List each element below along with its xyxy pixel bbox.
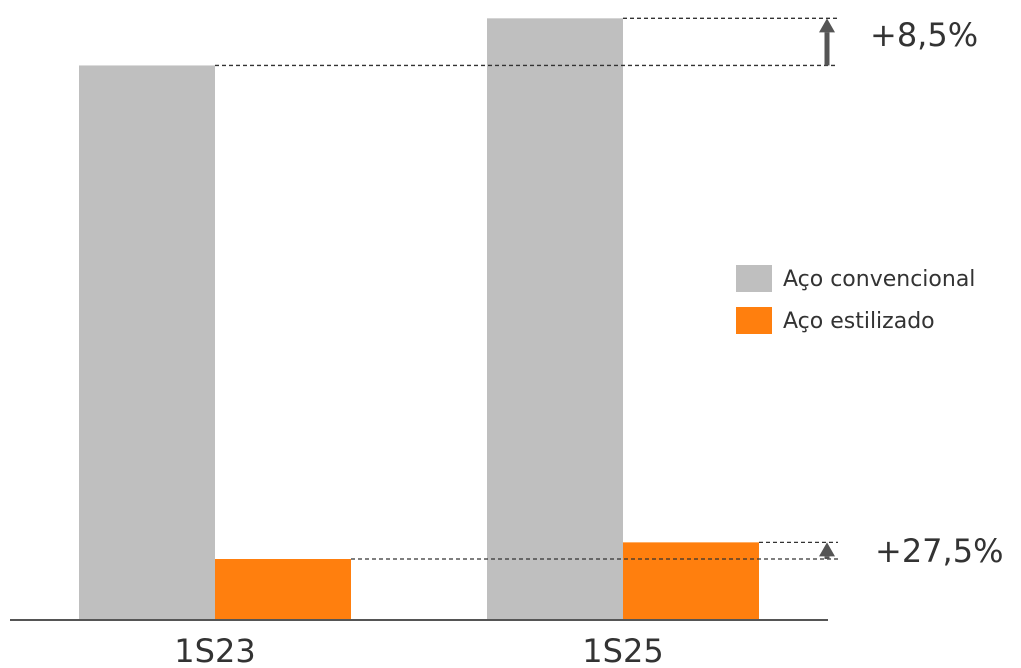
category-label-1S25: 1S25	[582, 632, 663, 668]
bar-aco-estilizado-1s23	[215, 559, 351, 620]
legend: Aço convencional Aço estilizado	[736, 265, 975, 334]
annotation-label-aco-estilizado: +27,5%	[875, 532, 1003, 570]
annotation-label-aco-convencional: +8,5%	[870, 16, 978, 54]
arrow-up-icon	[819, 542, 835, 559]
bar-aco-estilizado-1s25	[623, 542, 759, 620]
bars-layer	[79, 18, 759, 621]
category-label-1S23: 1S23	[174, 632, 255, 668]
legend-label-aco-estilizado: Aço estilizado	[783, 309, 935, 334]
bar-aco-convencional-1s25	[487, 18, 623, 621]
legend-label-aco-convencional: Aço convencional	[783, 267, 975, 292]
arrow-up-icon	[819, 18, 835, 66]
annotations-layer	[215, 17, 838, 560]
legend-swatch-aco-estilizado	[736, 307, 772, 334]
bar-aco-convencional-1s23	[79, 65, 215, 621]
legend-swatch-aco-convencional	[736, 265, 772, 292]
